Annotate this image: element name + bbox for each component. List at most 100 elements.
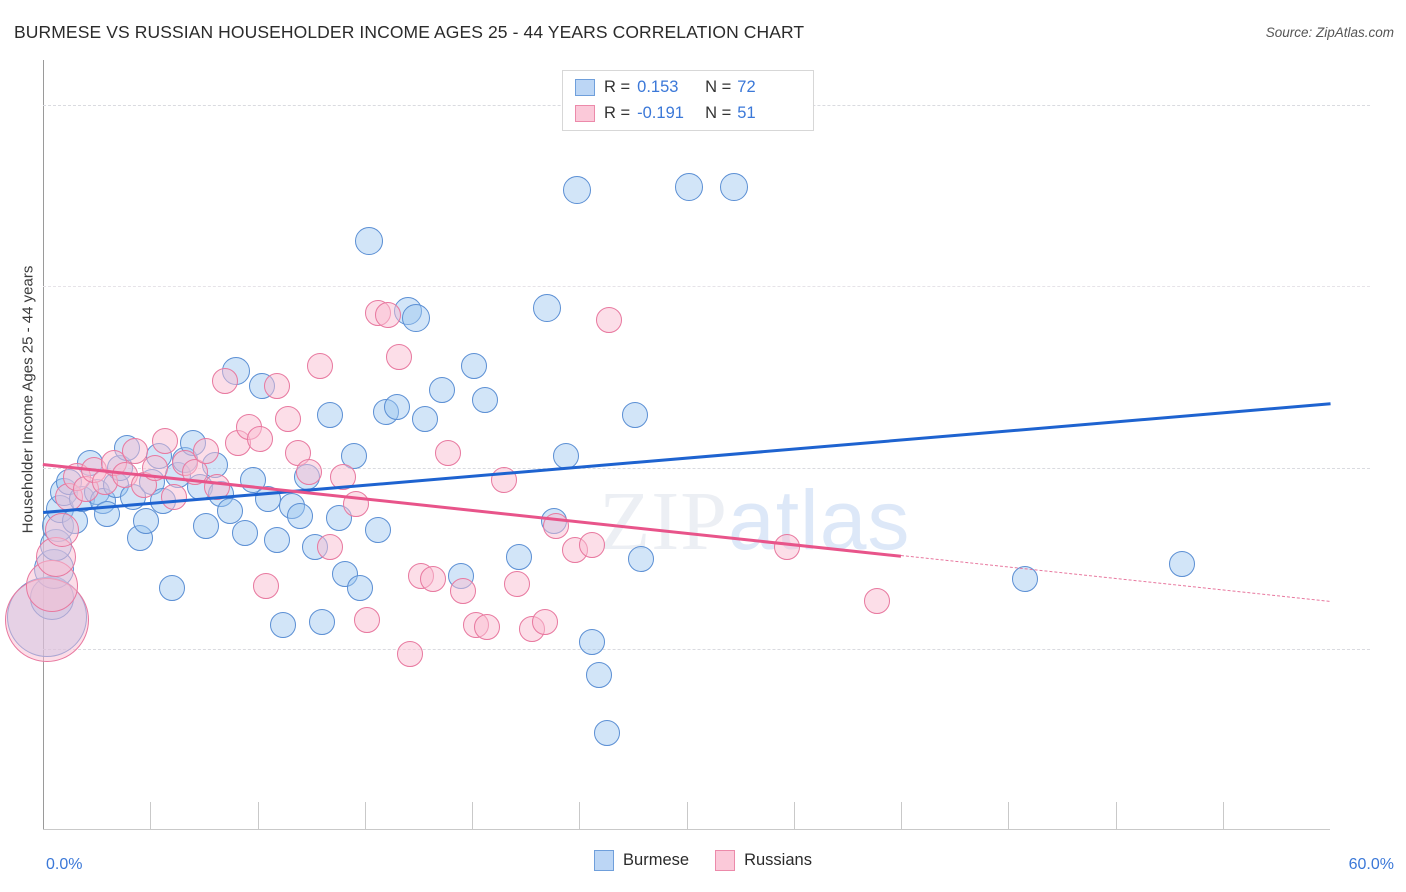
scatter-point-r <box>596 307 623 334</box>
scatter-point-r <box>160 483 187 510</box>
gridline <box>43 286 1370 288</box>
scatter-point-b <box>355 226 384 255</box>
x-axis-tick <box>257 802 259 830</box>
x-axis-tick <box>1222 802 1224 830</box>
scatter-point-b <box>216 498 243 525</box>
plot-area: $300,000$225,000$150,000$75,000 ZIPatlas <box>5 60 1370 830</box>
scatter-point-b <box>563 175 592 204</box>
scatter-point-r <box>450 577 477 604</box>
stats-row-burmese: R = 0.153 N = 72 <box>575 75 813 101</box>
scatter-point-r <box>295 459 322 486</box>
y-axis-title: Householder Income Ages 25 - 44 years <box>19 265 37 534</box>
x-axis-tick <box>364 802 366 830</box>
scatter-point-b <box>341 442 368 469</box>
scatter-point-b <box>231 519 258 546</box>
scatter-point-r <box>317 534 344 561</box>
swatch-russians-icon <box>575 105 595 122</box>
scatter-point-b <box>622 401 649 428</box>
swatch-burmese-icon <box>575 79 595 96</box>
legend-item-russians[interactable]: Russians <box>715 850 812 871</box>
scatter-point-b <box>347 575 374 602</box>
scatter-point-b <box>158 575 185 602</box>
trendline-russians-extrapolated <box>900 554 1330 602</box>
scatter-point-r <box>253 573 280 600</box>
scatter-point-r <box>542 512 569 539</box>
n-value-russians: 51 <box>737 104 756 122</box>
legend-swatch-russians-icon <box>715 850 736 871</box>
x-axis-tick <box>793 802 795 830</box>
scatter-point-b <box>461 353 488 380</box>
scatter-point-r <box>491 466 518 493</box>
stats-row-russians: R = -0.191 N = 51 <box>575 101 813 127</box>
x-axis-tick <box>1115 802 1117 830</box>
scatter-point-r <box>474 614 500 641</box>
trendline-burmese <box>43 402 1331 515</box>
gridline <box>43 467 1370 469</box>
legend-swatch-burmese-icon <box>594 850 615 871</box>
correlation-stats-box: R = 0.153 N = 72 R = -0.191 N = 51 <box>562 70 814 131</box>
x-axis-tick <box>150 802 152 830</box>
r-value-burmese: 0.153 <box>637 78 679 96</box>
x-axis-tick <box>901 802 902 830</box>
scatter-point-b <box>132 507 159 534</box>
x-axis-tick <box>1008 802 1010 830</box>
scatter-point-r <box>122 437 149 464</box>
scatter-point-b <box>308 609 335 636</box>
scatter-point-b <box>317 401 344 428</box>
scatter-point-b <box>411 406 438 433</box>
scatter-point-r <box>386 343 413 370</box>
x-axis-tick <box>686 802 688 830</box>
scatter-point-r <box>330 464 357 491</box>
scatter-point-r <box>246 425 273 452</box>
r-label-russians: R = <box>604 104 631 122</box>
scatter-point-r <box>864 587 891 614</box>
x-axis-max-label: 60.0% <box>1348 856 1394 873</box>
page-title: BURMESE VS RUSSIAN HOUSEHOLDER INCOME AG… <box>14 22 805 42</box>
scatter-point-b <box>628 546 655 573</box>
n-label-russians: N = <box>705 104 732 122</box>
scatter-point-r <box>353 606 380 633</box>
scatter-point-b <box>1012 565 1039 592</box>
n-label-burmese: N = <box>705 78 732 96</box>
x-axis-tick <box>579 802 581 830</box>
legend-label-burmese: Burmese <box>623 851 690 869</box>
r-label-burmese: R = <box>604 78 631 96</box>
scatter-point-b <box>579 628 606 655</box>
scatter-point-b <box>553 442 580 469</box>
scatter-point-r <box>435 440 462 467</box>
legend-label-russians: Russians <box>744 851 812 869</box>
scatter-point-r <box>141 454 168 481</box>
scatter-point-b <box>719 173 748 202</box>
scatter-point-b <box>585 662 612 689</box>
x-axis-min-label: 0.0% <box>46 856 83 873</box>
scatter-point-r <box>45 513 80 548</box>
scatter-point-b <box>270 611 297 638</box>
gridline <box>43 648 1370 650</box>
scatter-point-r <box>774 534 801 561</box>
scatter-point-b <box>533 294 562 323</box>
scatter-point-b <box>383 394 410 421</box>
scatter-point-b <box>94 500 121 527</box>
scatter-point-r <box>274 406 301 433</box>
y-axis-line <box>43 60 44 830</box>
scatter-point-b <box>193 512 220 539</box>
chart-legend: Burmese Russians <box>0 850 1406 871</box>
scatter-point-b <box>428 377 455 404</box>
scatter-point-r <box>263 372 290 399</box>
scatter-point-b <box>674 173 703 202</box>
scatter-point-b <box>594 720 621 747</box>
legend-item-burmese[interactable]: Burmese <box>594 850 689 871</box>
x-axis-tick <box>472 802 473 830</box>
scatter-point-r <box>152 428 179 455</box>
scatter-point-b <box>506 544 533 571</box>
scatter-point-r <box>420 565 447 592</box>
scatter-point-r <box>203 473 230 500</box>
scatter-point-r <box>396 640 423 667</box>
source-attribution: Source: ZipAtlas.com <box>1265 25 1394 40</box>
r-value-russians: -0.191 <box>637 104 684 122</box>
scatter-point-b <box>364 517 391 544</box>
scatter-point-b <box>1168 551 1195 578</box>
scatter-point-r <box>531 609 558 636</box>
scatter-point-r <box>375 302 402 329</box>
